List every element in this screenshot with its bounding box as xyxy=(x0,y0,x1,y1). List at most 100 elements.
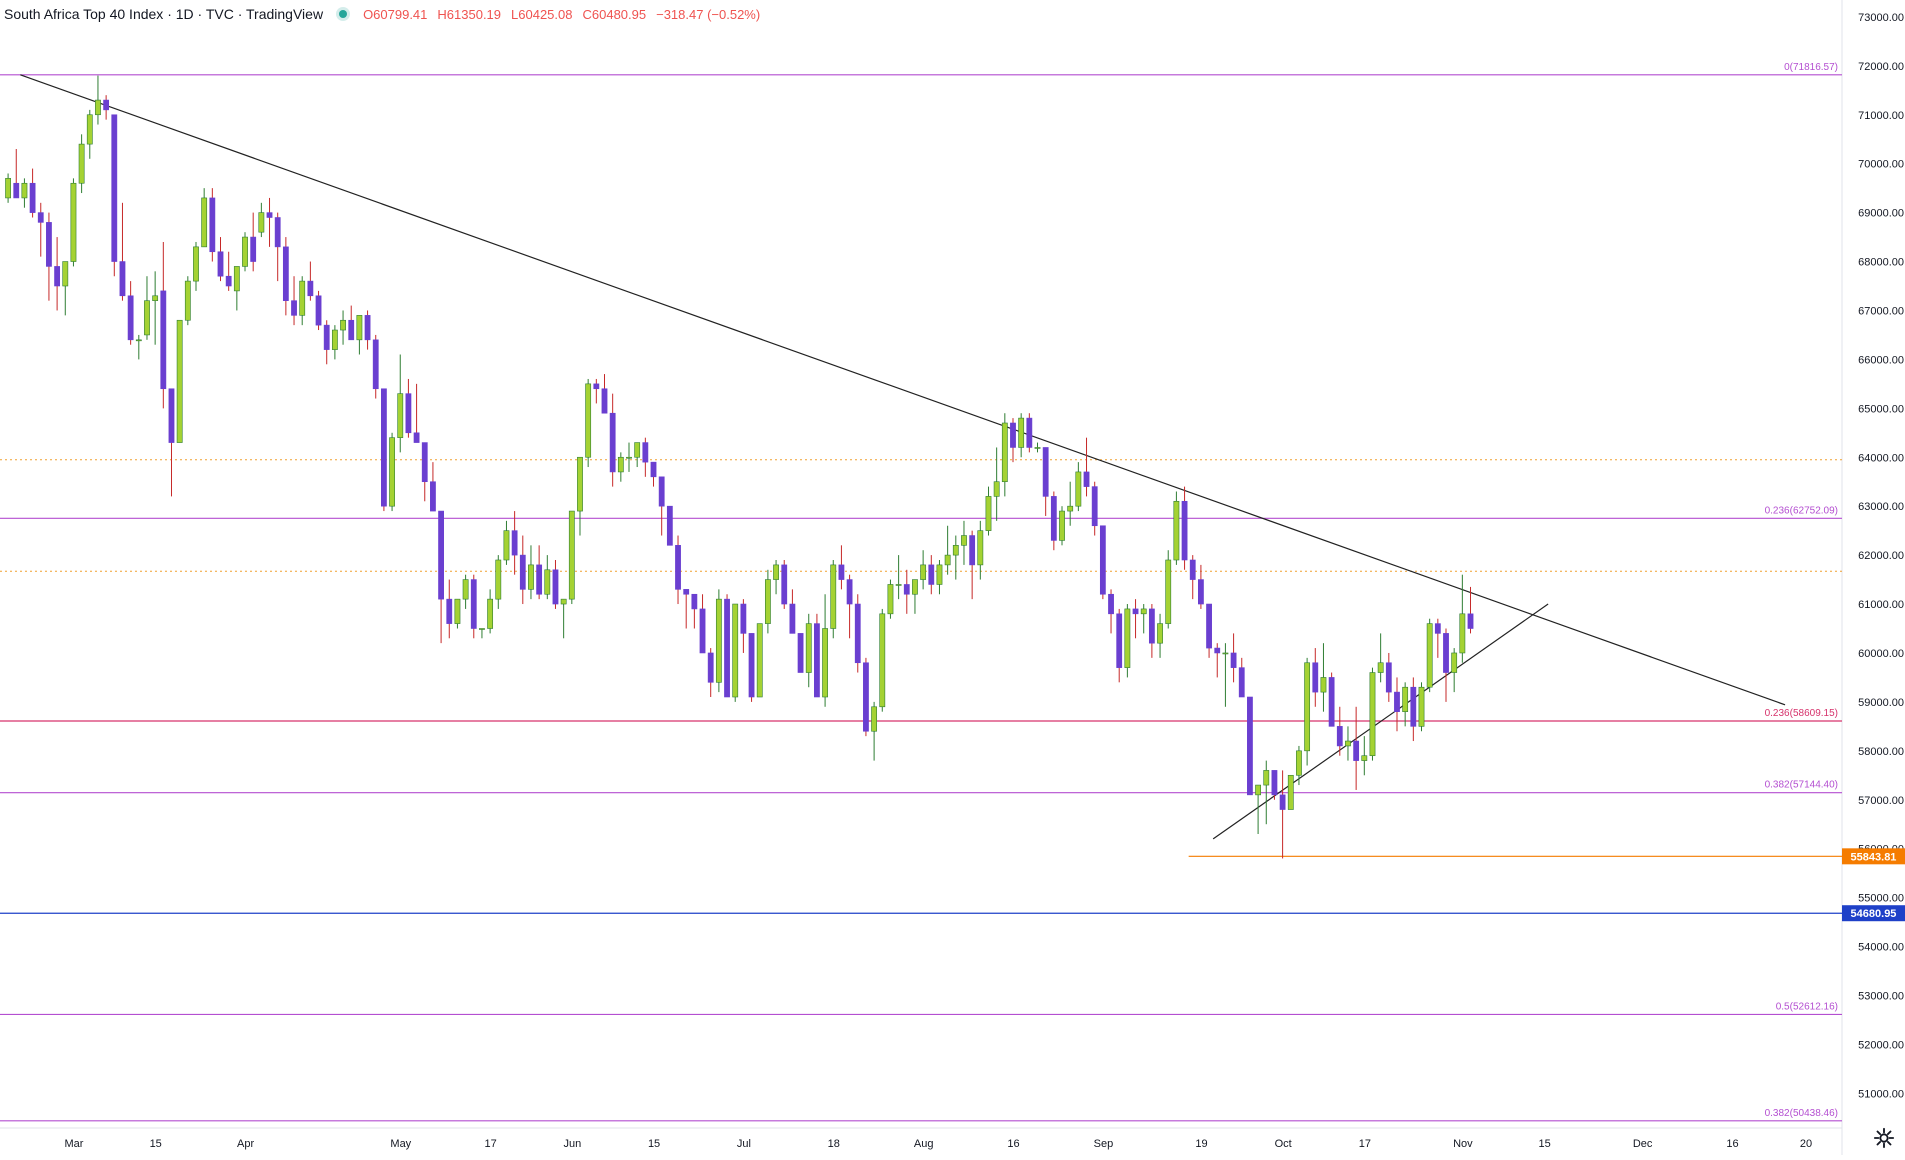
candle-body[interactable] xyxy=(1459,613,1466,654)
candle-body[interactable] xyxy=(1214,647,1221,654)
candle-body[interactable] xyxy=(470,579,477,629)
candle-body[interactable] xyxy=(1124,608,1131,668)
candle-body[interactable] xyxy=(903,584,910,595)
candle-body[interactable] xyxy=(863,662,869,732)
candle-body[interactable] xyxy=(920,564,927,580)
candle-body[interactable] xyxy=(1434,623,1441,634)
candle-body[interactable] xyxy=(1369,672,1376,757)
candle-body[interactable] xyxy=(1467,613,1474,629)
candle-body[interactable] xyxy=(446,598,453,624)
candle-body[interactable] xyxy=(144,300,150,336)
candle-body[interactable] xyxy=(1189,559,1196,580)
candle-body[interactable] xyxy=(209,197,216,253)
candle-body[interactable] xyxy=(1010,422,1016,448)
candle-body[interactable] xyxy=(1312,662,1319,693)
candle-body[interactable] xyxy=(838,564,845,580)
candle-body[interactable] xyxy=(54,266,61,287)
candle-body[interactable] xyxy=(756,623,763,698)
candle-body[interactable] xyxy=(1255,784,1261,796)
candle-body[interactable] xyxy=(1026,417,1033,448)
candle-body[interactable] xyxy=(37,212,44,223)
candle-body[interactable] xyxy=(1140,608,1147,615)
candle-body[interactable] xyxy=(29,182,36,213)
candle-body[interactable] xyxy=(993,481,1000,497)
candle-body[interactable] xyxy=(961,535,967,546)
candle-body[interactable] xyxy=(266,212,273,218)
candle-body[interactable] xyxy=(536,564,543,595)
candle-body[interactable] xyxy=(854,603,861,664)
candle-body[interactable] xyxy=(944,554,951,566)
candle-body[interactable] xyxy=(1353,740,1360,761)
candle-body[interactable] xyxy=(1108,593,1114,615)
candle-body[interactable] xyxy=(936,564,943,585)
candle-body[interactable] xyxy=(1042,447,1049,497)
candle-body[interactable] xyxy=(977,530,984,566)
gear-icon[interactable] xyxy=(1873,1127,1895,1149)
candle-body[interactable] xyxy=(103,99,110,111)
symbol-title[interactable]: South Africa Top 40 Index · 1D · TVC · T… xyxy=(4,6,324,22)
candle-body[interactable] xyxy=(985,496,992,531)
candle-body[interactable] xyxy=(1132,608,1139,615)
candle-body[interactable] xyxy=(1247,696,1253,796)
candle-body[interactable] xyxy=(1230,652,1237,668)
candle-body[interactable] xyxy=(1451,652,1458,673)
candle-body[interactable] xyxy=(127,295,134,341)
candle-body[interactable] xyxy=(242,236,248,267)
candle-body[interactable] xyxy=(952,545,959,556)
candle-body[interactable] xyxy=(928,564,935,585)
candle-body[interactable] xyxy=(1238,667,1245,698)
candle-body[interactable] xyxy=(1287,774,1294,810)
candle-body[interactable] xyxy=(258,212,265,233)
candle-body[interactable] xyxy=(119,261,126,297)
candle-body[interactable] xyxy=(887,584,894,615)
candle-body[interactable] xyxy=(1157,623,1163,644)
candle-body[interactable] xyxy=(1279,794,1286,810)
candle-body[interactable] xyxy=(184,280,191,321)
candle-body[interactable] xyxy=(1345,740,1351,747)
candle-body[interactable] xyxy=(1099,525,1106,595)
candle-body[interactable] xyxy=(560,598,567,605)
candle-body[interactable] xyxy=(1148,608,1155,644)
candle-body[interactable] xyxy=(1222,652,1229,655)
candle-body[interactable] xyxy=(552,569,559,605)
candle-body[interactable] xyxy=(1198,579,1204,605)
candle-body[interactable] xyxy=(291,300,297,316)
candle-body[interactable] xyxy=(389,437,395,507)
candle-body[interactable] xyxy=(1443,633,1449,673)
candle-body[interactable] xyxy=(846,579,853,605)
candle-body[interactable] xyxy=(675,545,681,590)
candle-body[interactable] xyxy=(969,535,976,566)
candle-body[interactable] xyxy=(781,564,788,605)
candle-body[interactable] xyxy=(1336,726,1343,747)
candle-body[interactable] xyxy=(617,456,624,473)
candle-body[interactable] xyxy=(193,246,199,282)
candle-body[interactable] xyxy=(797,633,804,673)
candle-body[interactable] xyxy=(707,652,714,683)
candle-body[interactable] xyxy=(1385,662,1392,693)
candle-body[interactable] xyxy=(1361,755,1368,761)
candle-body[interactable] xyxy=(691,593,698,610)
candle-body[interactable] xyxy=(1018,417,1025,448)
candle-body[interactable] xyxy=(1001,422,1008,483)
candle-body[interactable] xyxy=(1091,486,1098,527)
candle-body[interactable] xyxy=(1426,623,1433,688)
trend-line[interactable] xyxy=(1212,603,1549,840)
candle-body[interactable] xyxy=(233,266,240,292)
candle-body[interactable] xyxy=(1394,691,1400,712)
candle-body[interactable] xyxy=(454,598,461,624)
candle-body[interactable] xyxy=(78,143,85,184)
candle-body[interactable] xyxy=(1263,770,1270,786)
candle-body[interactable] xyxy=(895,584,902,586)
candle-body[interactable] xyxy=(748,633,755,698)
candle-body[interactable] xyxy=(1328,677,1335,727)
candle-body[interactable] xyxy=(413,432,420,443)
candle-body[interactable] xyxy=(601,388,608,414)
candle-body[interactable] xyxy=(462,579,469,600)
candle-body[interactable] xyxy=(1050,496,1057,541)
candle-body[interactable] xyxy=(372,339,379,390)
candle-body[interactable] xyxy=(160,290,167,390)
candle-body[interactable] xyxy=(495,559,502,600)
candle-body[interactable] xyxy=(5,178,11,199)
candle-body[interactable] xyxy=(1377,662,1384,673)
